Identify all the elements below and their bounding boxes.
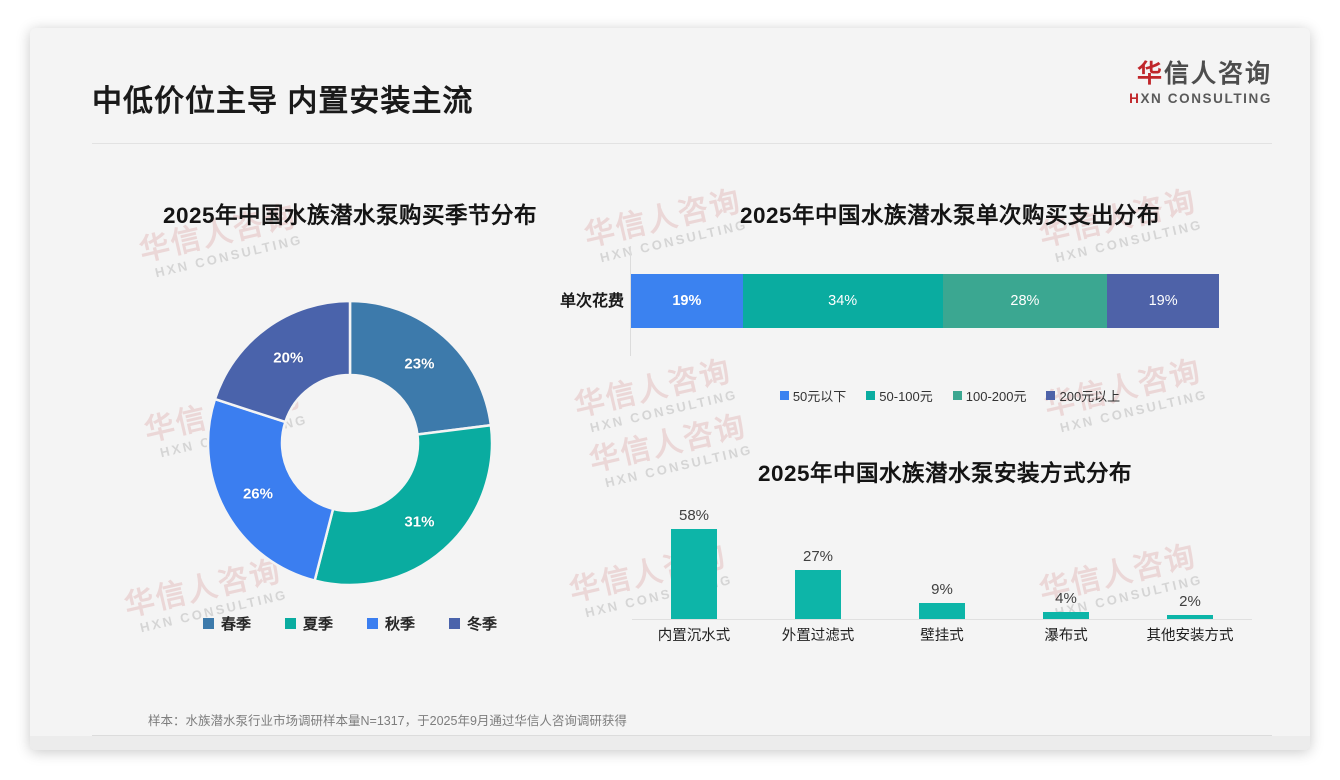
logo-chinese: 华信人咨询: [1129, 60, 1272, 89]
legend-item[interactable]: 春季: [202, 613, 251, 634]
logo-english: HXN CONSULTING: [1129, 91, 1272, 106]
column-value-label: 27%: [802, 548, 834, 566]
column-value-label: 4%: [1055, 589, 1077, 607]
legend-label: 夏季: [302, 616, 333, 633]
legend-item[interactable]: 夏季: [284, 613, 333, 634]
stacked-bar-axis: [630, 246, 631, 356]
donut-slice[interactable]: [313, 423, 494, 587]
chart-title-installation: 2025年中国水族潜水泵安装方式分布: [757, 461, 1133, 486]
spend-distribution-chart: 2025年中国水族潜水泵单次购买支出分布 单次花费 19% 34% 28% 19% 5…: [560, 188, 1270, 418]
column-item[interactable]: 27% 外置过滤式: [756, 507, 880, 644]
legend-swatch: [202, 618, 214, 629]
season-legend: 春季 夏季 秋季 冬季: [90, 613, 610, 634]
column-item[interactable]: 9% 壁挂式: [880, 507, 1004, 644]
column-item[interactable]: 4% 瀑布式: [1004, 507, 1128, 644]
legend-label: 秋季: [385, 616, 416, 633]
donut-svg: [206, 299, 494, 587]
stacked-bar-segment-label: 19%: [672, 293, 702, 309]
legend-item[interactable]: 50元以下: [779, 386, 847, 405]
donut-slice[interactable]: [348, 299, 493, 436]
slide-header: 中低价位主导 内置安装主流 华信人咨询 HXN CONSULTING: [30, 28, 1310, 144]
stacked-bar-segment[interactable]: 28%: [942, 274, 1108, 328]
column-baseline: [632, 619, 1252, 620]
legend-label: 200元以上: [1059, 389, 1121, 404]
column-plot: 58% 内置沉水式 27% 外置过滤式 9% 壁挂式 4% 瀑布式 2% 其他安装方式: [632, 507, 1252, 648]
footer-divider: [92, 735, 1272, 736]
legend-swatch: [952, 391, 962, 400]
donut-slice-label: 31%: [404, 513, 435, 531]
legend-swatch: [284, 618, 296, 629]
donut-slice[interactable]: [206, 397, 335, 583]
stacked-bar-segment[interactable]: 19%: [1107, 274, 1219, 328]
column-rect[interactable]: [795, 570, 841, 619]
column-item[interactable]: 58% 内置沉水式: [632, 507, 756, 644]
stacked-bar-category-label: 单次花费: [559, 293, 624, 310]
legend-item[interactable]: 100-200元: [952, 386, 1027, 405]
donut-slice[interactable]: [213, 299, 352, 424]
spend-legend: 50元以下 50-100元 100-200元 200元以上: [630, 386, 1270, 405]
logo-en-rest: XN CONSULTING: [1140, 90, 1272, 106]
legend-swatch: [1046, 391, 1056, 400]
website-link[interactable]: www.hxrcon.com: [1154, 749, 1248, 750]
header-divider: [92, 143, 1272, 144]
slide-footer: ©2025.11 HXR华信人咨询 www.hxrcon.com: [30, 736, 1310, 750]
donut-chart: 23% 31% 26% 20%: [205, 298, 495, 588]
column-rect[interactable]: [919, 602, 965, 619]
legend-item[interactable]: 50-100元: [866, 386, 933, 405]
donut-slice-label: 23%: [404, 355, 435, 373]
legend-swatch: [367, 618, 378, 629]
legend-swatch: [779, 391, 789, 400]
page-title: 中低价位主导 内置安装主流: [92, 85, 474, 118]
column-bars: 58% 内置沉水式 27% 外置过滤式 9% 壁挂式 4% 瀑布式 2% 其他安装方式: [632, 507, 1252, 644]
legend-item[interactable]: 200元以上: [1046, 386, 1120, 405]
column-value-label: 9%: [931, 580, 953, 598]
stacked-bar-segment-label: 19%: [1148, 293, 1178, 309]
stacked-bar: 19% 34% 28% 19%: [631, 274, 1219, 328]
slide-card: 华信人咨询 HXN CONSULTING 华信人咨询 HXN CONSULTIN…: [30, 28, 1310, 750]
stacked-bar-plot: 单次花费 19% 34% 28% 19%: [560, 246, 1270, 356]
column-category-label: 外置过滤式: [781, 628, 855, 644]
season-distribution-chart: 2025年中国水族潜水泵购买季节分布 23% 31% 26% 20% 春季 夏季 秋季 冬季: [90, 188, 610, 668]
stacked-bar-segment-label: 28%: [1010, 293, 1040, 309]
legend-label: 冬季: [467, 616, 498, 633]
column-rect[interactable]: [1043, 611, 1089, 619]
chart-title-season: 2025年中国水族潜水泵购买季节分布: [162, 203, 538, 228]
donut-slice-label: 26%: [242, 485, 273, 503]
stacked-bar-segment[interactable]: 19%: [631, 274, 743, 328]
column-category-label: 壁挂式: [920, 628, 964, 644]
column-rect[interactable]: [1167, 615, 1213, 619]
column-rect[interactable]: [671, 529, 717, 619]
legend-label: 100-200元: [965, 389, 1027, 404]
legend-swatch: [866, 391, 876, 400]
column-category-label: 瀑布式: [1044, 628, 1088, 644]
legend-swatch: [449, 618, 461, 629]
logo-cn-rest: 信人咨询: [1163, 60, 1272, 88]
column-value-label: 58%: [678, 507, 710, 524]
legend-item[interactable]: 冬季: [449, 613, 497, 634]
source-note: 样本：水族潜水泵行业市场调研样本量N=1317，于2025年9月通过华信人咨询调…: [148, 714, 627, 728]
column-value-label: 2%: [1179, 593, 1201, 610]
brand-logo: 华信人咨询 HXN CONSULTING: [1129, 60, 1272, 106]
logo-cn-red: 华: [1136, 60, 1164, 88]
legend-item[interactable]: 秋季: [367, 613, 415, 634]
logo-en-red: H: [1129, 90, 1141, 106]
legend-label: 50-100元: [879, 389, 933, 404]
legend-label: 春季: [220, 616, 251, 633]
legend-label: 50元以下: [792, 389, 847, 404]
copyright-text: ©2025.11 HXR华信人咨询: [92, 749, 238, 750]
chart-title-spend: 2025年中国水族潜水泵单次购买支出分布: [739, 203, 1161, 228]
donut-slice-label: 20%: [273, 349, 304, 367]
stacked-bar-segment[interactable]: 34%: [742, 274, 943, 328]
stacked-bar-segment-label: 34%: [828, 293, 858, 309]
column-category-label: 内置沉水式: [657, 628, 731, 644]
column-item[interactable]: 2% 其他安装方式: [1128, 507, 1252, 644]
column-category-label: 其他安装方式: [1146, 628, 1234, 644]
installation-distribution-chart: 2025年中国水族潜水泵安装方式分布 58% 内置沉水式 27% 外置过滤式 9% 壁挂式…: [620, 448, 1270, 698]
